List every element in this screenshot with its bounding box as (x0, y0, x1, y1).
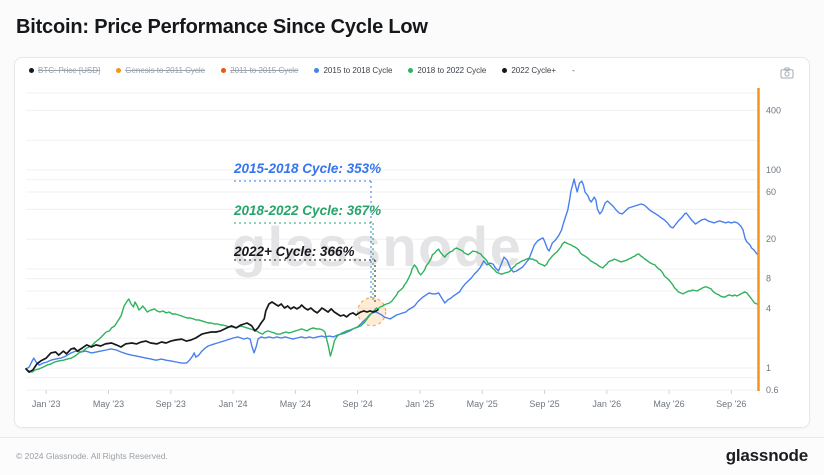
y-tick-label: 100 (766, 165, 781, 175)
legend-dot-icon (502, 68, 508, 73)
annotation-2022-cycle: 2022+ Cycle: 366% (234, 244, 355, 259)
legend-item-label: 2011 to 2015 Cycle (230, 66, 299, 75)
chart-card: glassnode Jan '23 May '23 Sep '23 Jan '24 May… (14, 57, 810, 428)
legend-item-btc-price-usd[interactable]: BTC: Price [USD] (29, 66, 100, 75)
annotation-2018-2022-cycle: 2018-2022 Cycle: 367% (234, 203, 382, 218)
copyright-text: © 2024 Glassnode. All Rights Reserved. (16, 451, 168, 461)
legend-item-2022-cycle[interactable]: 2022 Cycle+ (502, 66, 556, 75)
x-tick-label: Sep '24 (342, 399, 372, 409)
footer: © 2024 Glassnode. All Rights Reserved. g… (0, 437, 824, 475)
legend-item-2015-to-2018-cycle[interactable]: 2015 to 2018 Cycle (314, 66, 392, 75)
series-line-2018-to-2022-cycle (25, 241, 758, 373)
legend-item-label: 2015 to 2018 Cycle (323, 66, 393, 75)
y-tick-label: 400 (766, 105, 781, 115)
legend-item-label: BTC: Price [USD] (38, 66, 101, 75)
screenshot-button[interactable] (777, 65, 797, 81)
y-tick-label: 0.6 (766, 385, 779, 395)
legend-item-2018-to-2022-cycle[interactable]: 2018 to 2022 Cycle (408, 66, 486, 75)
legend-dot-icon (29, 68, 34, 73)
x-tick-label: Jan '23 (32, 399, 61, 409)
glassnode-wordmark: glassnode (725, 446, 808, 465)
x-tick-label: Sep '25 (529, 399, 559, 409)
glassnode-watermark: glassnode (232, 215, 522, 278)
legend-item-label: 2022 Cycle+ (511, 66, 557, 75)
legend-item-[interactable]: - (572, 66, 575, 75)
legend-item-label: 2018 to 2022 Cycle (417, 66, 487, 75)
x-tick-label: May '23 (93, 399, 124, 409)
y-tick-label: 1 (766, 363, 771, 373)
x-tick-label: Jan '25 (406, 399, 435, 409)
legend-dot-icon (116, 68, 122, 73)
x-tick-label: May '25 (467, 399, 498, 409)
x-tick-label: May '24 (280, 399, 311, 409)
series-line-2015-to-2018-cycle (25, 178, 759, 370)
annotation-2015-2018-cycle: 2015-2018 Cycle: 353% (234, 161, 382, 176)
x-tick-label: Sep '26 (716, 399, 746, 409)
legend-item-label: Genesis to 2011 Cycle (125, 66, 206, 75)
x-tick-label: May '26 (653, 399, 684, 409)
x-tick-label: Sep '23 (156, 399, 186, 409)
x-tick-label: Jan '24 (219, 399, 248, 409)
y-tick-label: 20 (766, 234, 776, 244)
y-tick-label: 4 (766, 303, 771, 313)
legend-item-2011-to-2015-cycle[interactable]: 2011 to 2015 Cycle (221, 66, 298, 75)
page-title: Bitcoin: Price Performance Since Cycle L… (16, 16, 428, 38)
y-tick-label: 60 (766, 187, 776, 197)
legend-item-label: - (572, 66, 575, 75)
camera-icon (780, 67, 794, 79)
legend-item-genesis-to-2011-cycle[interactable]: Genesis to 2011 Cycle (116, 66, 205, 75)
legend-dot-icon (408, 68, 414, 73)
x-tick-label: Jan '26 (592, 399, 621, 409)
price-performance-chart[interactable]: glassnode Jan '23 May '23 Sep '23 Jan '24 May… (15, 58, 811, 429)
chart-legend: BTC: Price [USD] Genesis to 2011 Cycle 201… (29, 66, 575, 75)
series-line-2022-cycle (25, 301, 379, 373)
legend-dot-icon (314, 68, 320, 73)
y-tick-label: 8 (766, 274, 771, 284)
legend-dot-icon (221, 68, 227, 73)
